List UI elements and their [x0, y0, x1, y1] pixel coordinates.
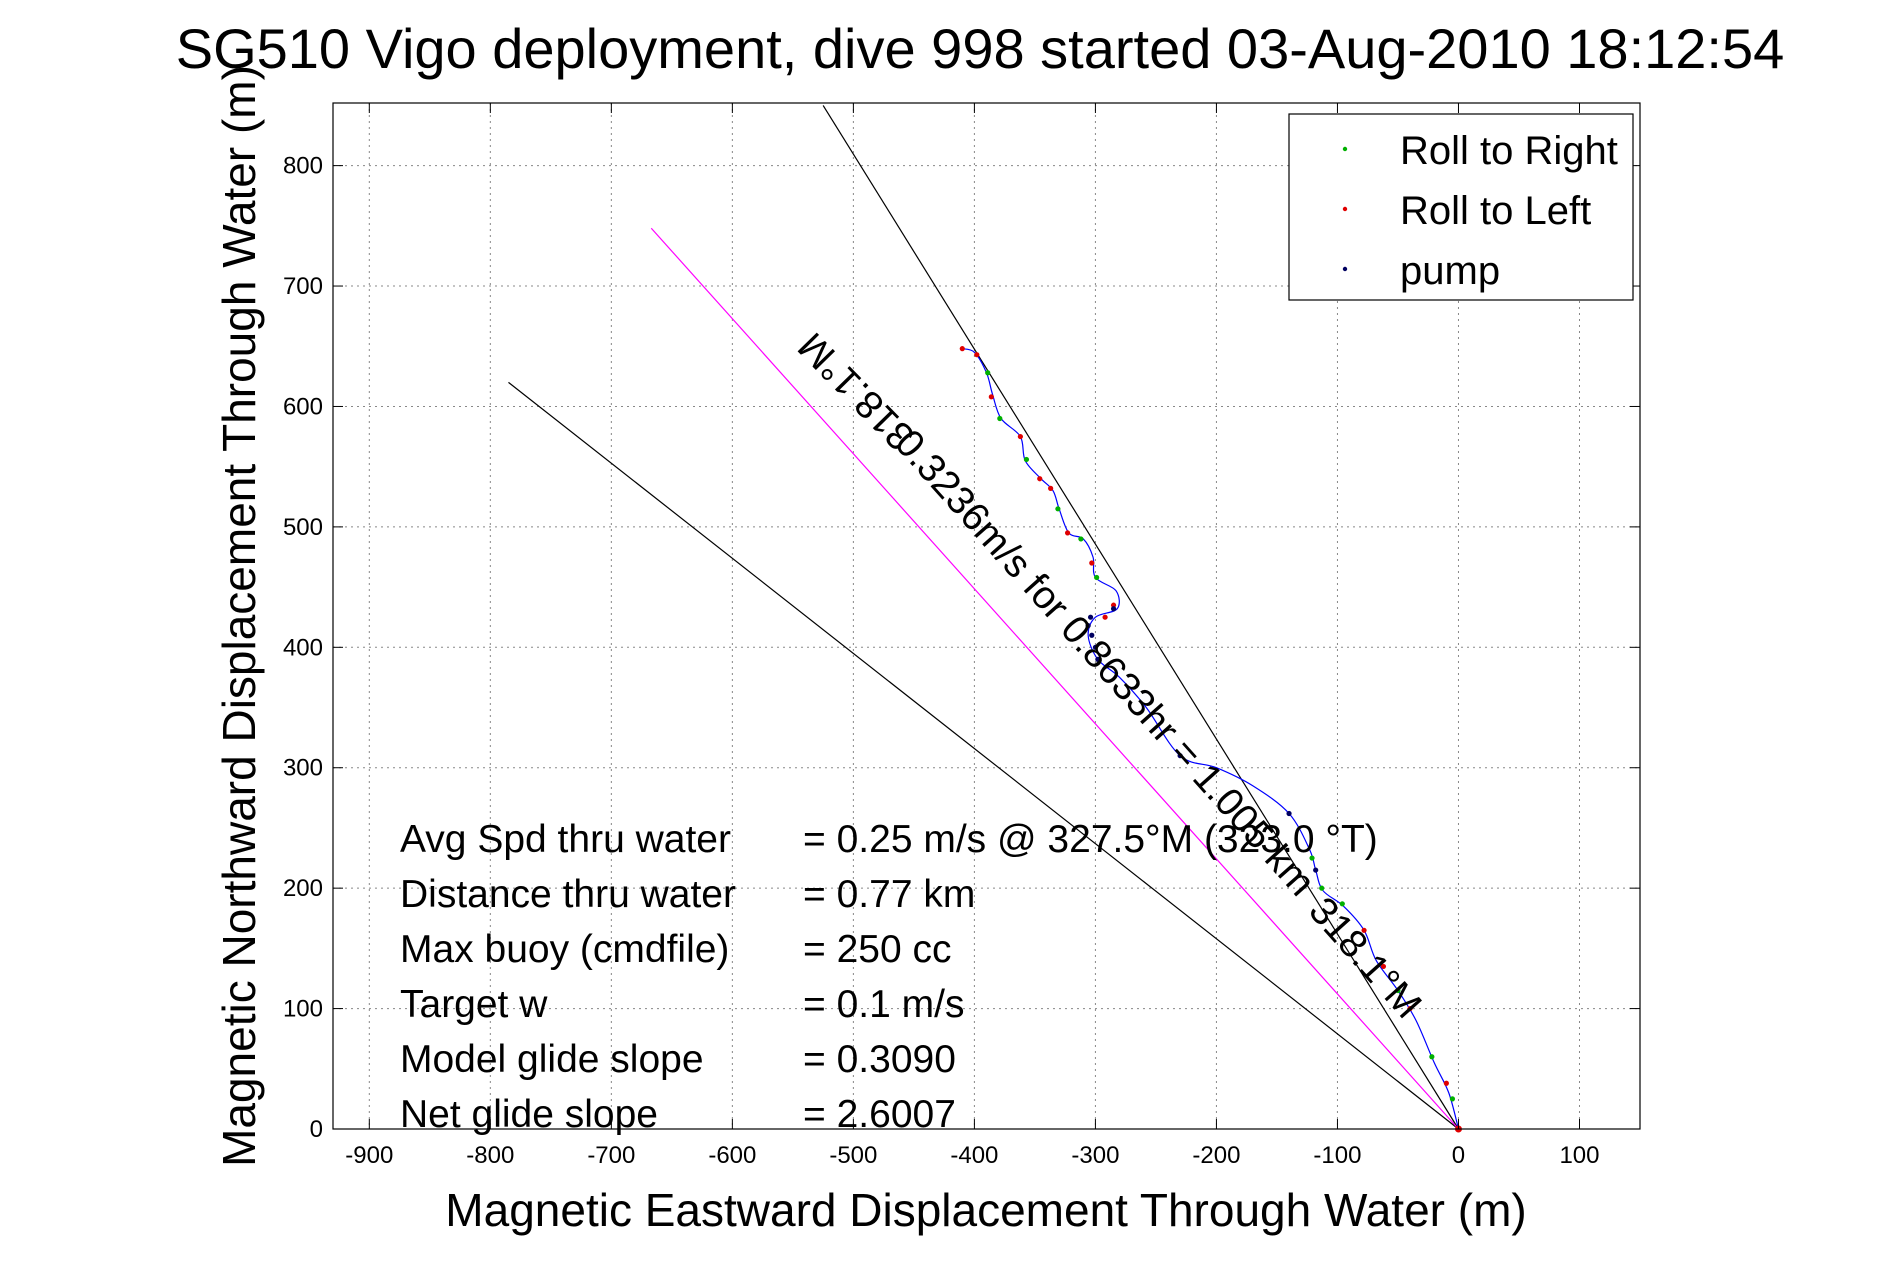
- x-tick-label: 0: [1452, 1142, 1465, 1169]
- reference-lines: [508, 105, 1459, 1130]
- pump-point: [1177, 753, 1183, 759]
- pump-point: [1089, 632, 1095, 638]
- x-tick-label: -200: [1192, 1142, 1240, 1169]
- x-tick-label: -400: [950, 1142, 998, 1169]
- axis-ticks: -900 -800 -700 -600 -500 -400 -300 -200 -100 0 100…: [283, 103, 1640, 1169]
- legend-marker: [1342, 206, 1348, 212]
- roll-left-point: [1048, 485, 1054, 491]
- stats-value: = 0.25 m/s @ 327.5°M (323.0 °T): [803, 818, 1378, 861]
- roll-left-point: [1443, 1080, 1449, 1086]
- legend-marker: [1342, 266, 1348, 272]
- y-tick-label: 700: [283, 273, 323, 300]
- x-tick-label: -500: [829, 1142, 877, 1169]
- upper-bearing-line: [822, 105, 1459, 1130]
- pump-point: [1085, 623, 1091, 629]
- chart-title: SG510 Vigo deployment, dive 998 started …: [176, 17, 1785, 80]
- x-tick-label: -300: [1071, 1142, 1119, 1169]
- legend: Roll to Right Roll to Left pump: [1288, 113, 1634, 301]
- stats-value: = 0.77 km: [803, 873, 975, 916]
- roll-left-point: [1064, 530, 1071, 536]
- y-tick-label: 100: [283, 996, 323, 1023]
- roll-left-point: [1110, 602, 1117, 608]
- roll-right-point: [1309, 855, 1315, 861]
- x-tick-label: -600: [708, 1142, 756, 1169]
- stats-label: Target w: [400, 983, 548, 1026]
- roll-left-point: [1380, 963, 1387, 970]
- y-tick-label: 500: [283, 514, 323, 541]
- stats-value: = 2.6007: [803, 1093, 956, 1136]
- roll-right-point: [1319, 885, 1325, 891]
- roll-left-point: [1102, 614, 1108, 620]
- roll-right-point: [985, 370, 991, 376]
- stats-label: Distance thru water: [400, 873, 736, 916]
- roll-left-point: [1017, 433, 1023, 440]
- pump-point: [1095, 656, 1101, 662]
- stats-label: Model glide slope: [400, 1038, 704, 1081]
- legend-label: pump: [1400, 249, 1500, 293]
- y-tick-label: 300: [283, 755, 323, 782]
- roll-right-point: [1078, 536, 1084, 542]
- roll-right-point: [1395, 987, 1401, 994]
- stats-label: Max buoy (cmdfile): [400, 928, 729, 971]
- legend-marker: [1342, 146, 1348, 152]
- stats-block: Avg Spd thru water = 0.25 m/s @ 327.5°M (…: [400, 818, 1378, 1136]
- stats-value: = 0.1 m/s: [803, 983, 964, 1026]
- y-tick-label: 400: [283, 634, 323, 661]
- plot-frame: [332, 102, 1641, 1130]
- x-tick-label: -800: [466, 1142, 514, 1169]
- x-tick-label: 100: [1559, 1142, 1599, 1169]
- x-tick-label: -900: [345, 1142, 393, 1169]
- pump-point: [1286, 810, 1292, 817]
- x-tick-label: -100: [1313, 1142, 1361, 1169]
- roll-left-point: [974, 352, 980, 358]
- y-axis-label: Magnetic Northward Displacement Through …: [213, 65, 265, 1167]
- roll-left-point: [1037, 476, 1043, 482]
- legend-label: Roll to Left: [1400, 189, 1591, 233]
- roll-left-point: [959, 346, 965, 352]
- pump-point: [1092, 644, 1099, 650]
- roll-points: [959, 346, 1462, 1133]
- y-tick-label: 600: [283, 393, 323, 420]
- roll-right-point: [1339, 901, 1345, 907]
- roll-left-point: [1407, 1005, 1413, 1012]
- pump-point: [1110, 606, 1117, 612]
- stats-value: = 250 cc: [803, 928, 952, 971]
- roll-right-point: [1429, 1054, 1435, 1060]
- heading-line: [650, 227, 1459, 1130]
- stats-label: Avg Spd thru water: [400, 818, 731, 861]
- y-tick-label: 0: [310, 1116, 323, 1143]
- roll-right-point: [1023, 456, 1030, 463]
- pump-point: [1087, 614, 1094, 620]
- legend-label: Roll to Right: [1400, 129, 1618, 173]
- pump-point: [1313, 867, 1319, 873]
- roll-left-point: [1361, 927, 1367, 933]
- x-axis-label: Magnetic Eastward Displacement Through W…: [445, 1184, 1526, 1236]
- lower-bearing-line: [508, 381, 1459, 1130]
- y-tick-label: 200: [283, 875, 323, 902]
- stats-label: Net glide slope: [400, 1093, 658, 1136]
- roll-left-point: [988, 394, 994, 400]
- roll-right-point: [1094, 574, 1100, 581]
- roll-right-point: [997, 415, 1003, 422]
- roll-left-point: [1089, 560, 1095, 566]
- roll-right-point: [1449, 1096, 1456, 1102]
- stats-value: = 0.3090: [803, 1038, 956, 1081]
- roll-right-point: [1055, 506, 1061, 512]
- y-tick-label: 800: [283, 153, 323, 180]
- x-tick-label: -700: [587, 1142, 635, 1169]
